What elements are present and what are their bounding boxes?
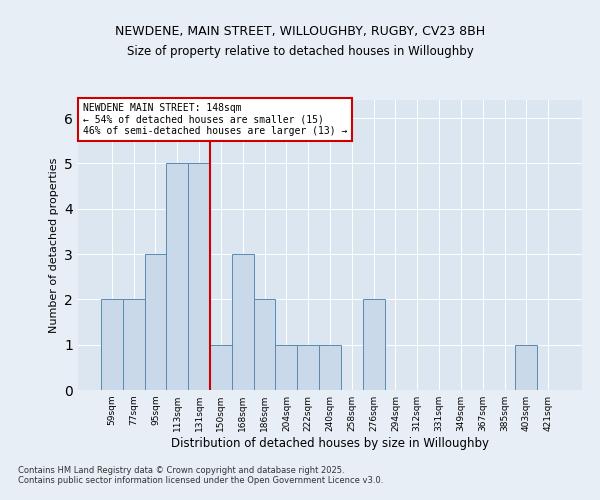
- Text: Size of property relative to detached houses in Willoughby: Size of property relative to detached ho…: [127, 45, 473, 58]
- Text: NEWDENE, MAIN STREET, WILLOUGHBY, RUGBY, CV23 8BH: NEWDENE, MAIN STREET, WILLOUGHBY, RUGBY,…: [115, 25, 485, 38]
- Bar: [363, 300, 385, 390]
- Bar: [232, 254, 254, 390]
- Bar: [254, 300, 275, 390]
- Bar: [275, 344, 297, 390]
- Bar: [166, 164, 188, 390]
- Bar: [123, 300, 145, 390]
- Text: NEWDENE MAIN STREET: 148sqm
← 54% of detached houses are smaller (15)
46% of sem: NEWDENE MAIN STREET: 148sqm ← 54% of det…: [83, 103, 347, 136]
- Y-axis label: Number of detached properties: Number of detached properties: [49, 158, 59, 332]
- Bar: [101, 300, 123, 390]
- Bar: [515, 344, 537, 390]
- Bar: [297, 344, 319, 390]
- X-axis label: Distribution of detached houses by size in Willoughby: Distribution of detached houses by size …: [171, 437, 489, 450]
- Bar: [188, 164, 210, 390]
- Bar: [319, 344, 341, 390]
- Bar: [145, 254, 166, 390]
- Bar: [210, 344, 232, 390]
- Text: Contains HM Land Registry data © Crown copyright and database right 2025.
Contai: Contains HM Land Registry data © Crown c…: [18, 466, 383, 485]
